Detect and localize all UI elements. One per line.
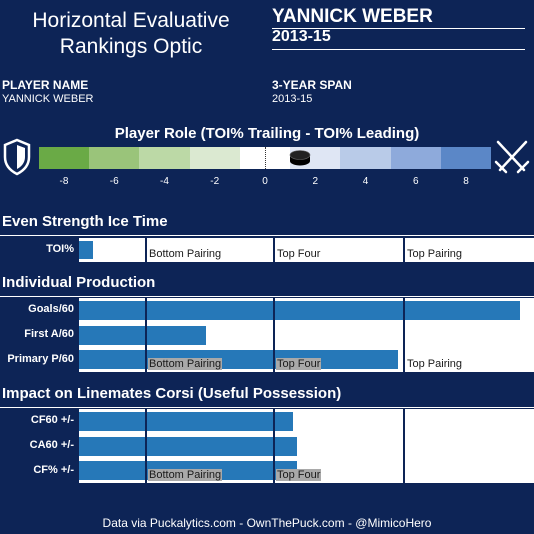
- metric-label: Goals/60: [28, 303, 74, 316]
- tier-divider: [403, 298, 405, 372]
- role-scale-segment: [239, 147, 291, 169]
- tier-label: Top Four: [276, 358, 322, 370]
- role-scale-segment: [39, 147, 90, 169]
- tier-label: Top Pairing: [407, 358, 463, 370]
- report-title: Horizontal Evaluative Rankings Optic: [0, 8, 262, 60]
- role-scale-segment: [340, 147, 391, 169]
- metric-label: CF60 +/-: [30, 414, 74, 427]
- role-tick-label: -4: [160, 176, 169, 187]
- tier-divider: [403, 409, 405, 483]
- metric-bar: [79, 436, 298, 456]
- role-tick-label: -8: [59, 176, 69, 187]
- section-even-strength: Even Strength Ice Time: [2, 213, 168, 230]
- title-line-2: Rankings Optic: [59, 35, 203, 58]
- metric-label: CF% +/-: [33, 463, 74, 476]
- header-divider-2: [272, 49, 525, 50]
- section-rule-3: [0, 407, 534, 408]
- tier-label: Top Four: [277, 248, 321, 260]
- player-name-label: PLAYER NAME: [2, 78, 89, 92]
- tier-label: Top Four: [276, 469, 322, 481]
- role-scale-segment: [189, 147, 240, 169]
- tier-label: Bottom Pairing: [148, 469, 223, 481]
- tier-divider: [273, 238, 275, 262]
- shield-icon: [2, 138, 32, 181]
- role-tick-label: 2: [312, 176, 319, 187]
- footer-credits: Data via Puckalytics.com - OwnThePuck.co…: [102, 516, 432, 530]
- section-rule-2: [0, 296, 534, 297]
- tier-divider: [145, 409, 147, 483]
- header-divider-1: [272, 28, 525, 29]
- role-color-scale: [39, 147, 491, 169]
- tier-divider: [403, 238, 405, 262]
- tier-label: Top Pairing: [407, 248, 463, 260]
- metric-label: CA60 +/-: [29, 439, 74, 451]
- tier-label: Bottom Pairing: [149, 248, 222, 260]
- tier-divider: [145, 298, 147, 372]
- metric-label: Primary P/60: [7, 352, 74, 365]
- crossed-swords-icon: [492, 138, 532, 183]
- role-title: Player Role (TOI% Trailing - TOI% Leadin…: [114, 125, 420, 142]
- chart-panel-production: Bottom Pairing Top Four Top Pairing: [79, 298, 534, 372]
- metric-bar: [79, 350, 398, 370]
- tier-divider: [273, 409, 275, 483]
- role-scale-segment: [139, 147, 190, 169]
- puck-marker: [289, 150, 311, 166]
- player-heading: YANNICK WEBER: [272, 6, 433, 27]
- role-tick-label: 0: [262, 176, 268, 187]
- role-tick-label: 8: [463, 176, 469, 187]
- tier-divider: [145, 238, 147, 262]
- section-production: Individual Production: [2, 274, 156, 291]
- season-heading: 2013-15: [272, 28, 331, 45]
- chart-panel-impact: Bottom Pairing Top Four: [79, 409, 534, 483]
- section-rule-1: [0, 235, 534, 236]
- section-impact: Impact on Linemates Corsi (Useful Posses…: [2, 385, 342, 402]
- metric-bar: [79, 241, 93, 259]
- role-tick-label: 6: [412, 176, 419, 187]
- span-label: 3-YEAR SPAN: [272, 78, 352, 92]
- metric-bar: [79, 411, 293, 431]
- player-name-value: YANNICK WEBER: [2, 93, 94, 105]
- chart-panel-ice-time: Bottom Pairing Top Four Top Pairing: [79, 238, 534, 262]
- role-tick-label: -6: [109, 176, 119, 187]
- role-tick-label: -2: [210, 176, 220, 187]
- metric-label: First A/60: [24, 328, 74, 340]
- role-scale-segment: [390, 147, 441, 169]
- metric-bar: [79, 325, 207, 345]
- role-scale-segment: [440, 147, 491, 169]
- role-tick-label: 4: [362, 176, 369, 187]
- role-zero-line: [265, 147, 266, 169]
- span-value: 2013-15: [272, 93, 313, 105]
- tier-label: Bottom Pairing: [148, 358, 223, 370]
- role-tick-labels: -8 -6 -4 -2 0 2 4 6 8: [39, 176, 491, 190]
- title-line-1: Horizontal Evaluative: [32, 9, 230, 32]
- role-scale-segment: [89, 147, 140, 169]
- tier-divider: [273, 298, 275, 372]
- metric-label: TOI%: [46, 243, 74, 255]
- metric-bar: [79, 300, 521, 320]
